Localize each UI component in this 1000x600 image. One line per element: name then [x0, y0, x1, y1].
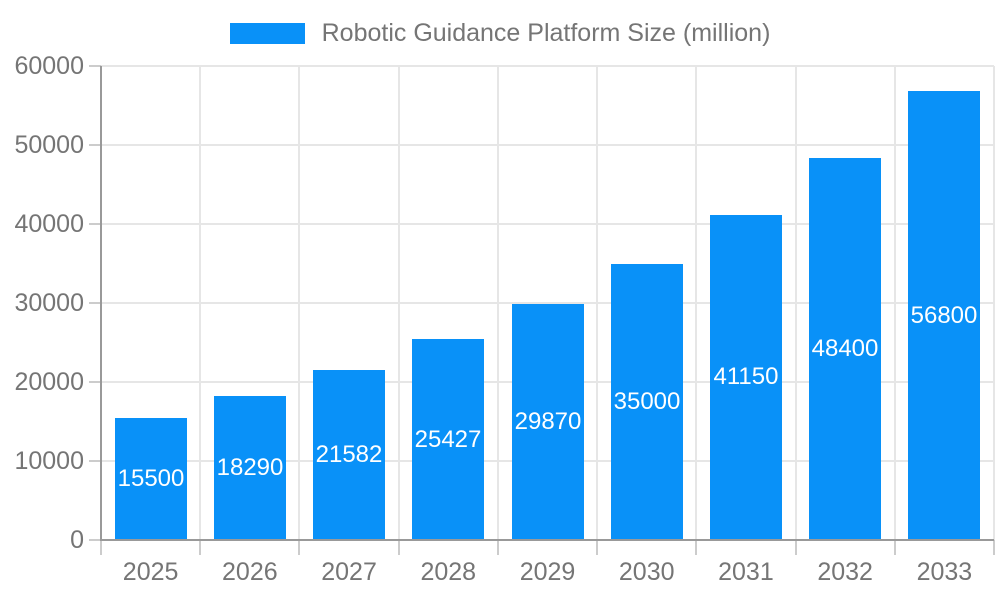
- bar[interactable]: 41150: [710, 214, 782, 540]
- h-gridline: [101, 65, 994, 67]
- legend-swatch: [229, 22, 305, 44]
- x-tick-label: 2030: [618, 558, 675, 586]
- bar-value-label: 56800: [910, 301, 978, 329]
- y-tick-label: 40000: [14, 210, 84, 238]
- bar[interactable]: 56800: [908, 91, 980, 540]
- y-axis-line: [100, 66, 102, 540]
- x-axis-tick: [199, 540, 202, 555]
- x-axis-tick: [596, 540, 599, 555]
- v-gridline: [893, 66, 896, 540]
- bar-value-label: 18290: [216, 453, 284, 481]
- x-axis-tick: [397, 540, 400, 555]
- y-axis-tick: [89, 223, 101, 225]
- bar[interactable]: 18290: [214, 395, 286, 540]
- x-tick-label: 2032: [817, 558, 873, 586]
- x-tick-label: 2026: [222, 558, 278, 586]
- bar-value-label: 15500: [117, 464, 185, 492]
- legend-label: Robotic Guidance Platform Size (million): [321, 18, 771, 47]
- x-axis-tick: [993, 540, 995, 555]
- x-axis-tick: [298, 540, 301, 555]
- bar[interactable]: 21582: [313, 369, 385, 540]
- v-gridline: [794, 66, 797, 540]
- x-tick-label: 2027: [321, 558, 377, 586]
- y-axis-tick: [89, 381, 101, 383]
- y-axis-tick: [89, 144, 101, 146]
- y-axis-tick: [89, 460, 101, 462]
- bar[interactable]: 15500: [115, 417, 187, 540]
- y-tick-label: 30000: [14, 289, 84, 317]
- v-gridline: [596, 66, 599, 540]
- bar[interactable]: 29870: [512, 304, 584, 540]
- x-tick-label: 2028: [420, 558, 477, 586]
- bar[interactable]: 35000: [611, 263, 683, 540]
- y-axis-tick: [89, 65, 101, 67]
- x-tick-label: 2029: [519, 558, 576, 586]
- v-gridline: [298, 66, 301, 540]
- h-gridline: [101, 302, 994, 304]
- legend[interactable]: Robotic Guidance Platform Size (million): [0, 16, 1000, 50]
- bar-value-label: 25427: [414, 425, 482, 453]
- y-tick-label: 10000: [14, 447, 84, 475]
- bar-value-label: 29870: [514, 408, 582, 435]
- v-gridline: [397, 66, 400, 540]
- v-gridline: [496, 66, 499, 540]
- x-axis-line: [100, 539, 994, 541]
- x-axis-tick: [100, 540, 102, 555]
- y-tick-label: 60000: [14, 52, 84, 80]
- y-axis-tick: [89, 539, 101, 541]
- y-tick-label: 20000: [14, 368, 84, 396]
- y-axis-tick: [89, 302, 101, 304]
- x-axis-tick: [496, 540, 499, 555]
- bar-value-label: 41150: [713, 363, 779, 391]
- x-axis-tick: [695, 540, 698, 555]
- v-gridline: [993, 66, 995, 540]
- y-tick-label: 0: [70, 526, 84, 554]
- x-axis-tick: [893, 540, 896, 555]
- x-tick-label: 2033: [916, 558, 973, 586]
- bar-value-label: 21582: [315, 440, 383, 468]
- bar-value-label: 48400: [811, 334, 879, 362]
- y-tick-label: 50000: [14, 131, 84, 159]
- bar[interactable]: 25427: [412, 339, 484, 540]
- v-gridline: [695, 66, 698, 540]
- bar[interactable]: 48400: [809, 157, 881, 540]
- h-gridline: [101, 144, 994, 146]
- x-tick-label: 2025: [122, 558, 179, 586]
- x-tick-label: 2031: [718, 558, 774, 586]
- bar-value-label: 35000: [613, 387, 681, 415]
- x-axis-tick: [794, 540, 797, 555]
- h-gridline: [101, 223, 994, 225]
- v-gridline: [199, 66, 202, 540]
